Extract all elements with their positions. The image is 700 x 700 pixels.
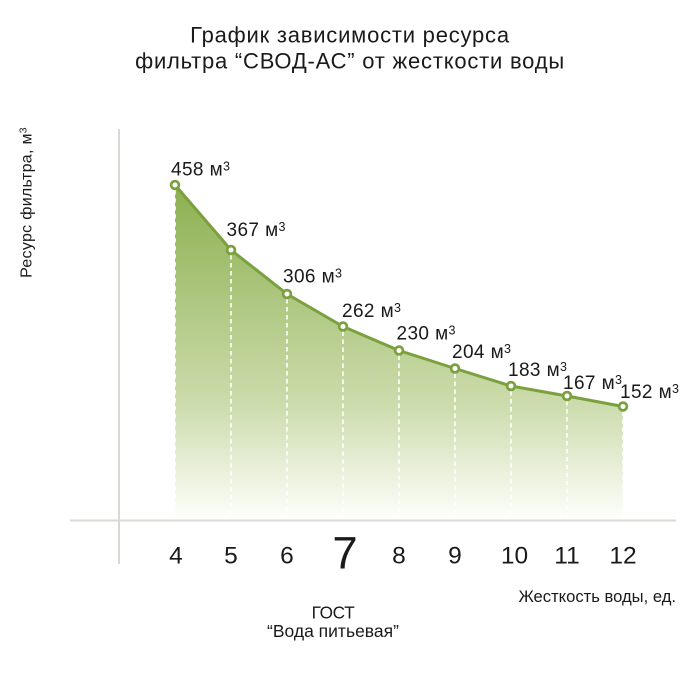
- svg-text:367 м3: 367 м3: [227, 220, 286, 241]
- svg-text:11: 11: [554, 543, 579, 570]
- svg-text:фильтра “СВОД-АС” от жесткости: фильтра “СВОД-АС” от жесткости воды: [135, 49, 565, 74]
- svg-text:230 м3: 230 м3: [397, 323, 456, 344]
- svg-text:“Вода питьевая”: “Вода питьевая”: [267, 621, 399, 641]
- svg-text:458 м3: 458 м3: [171, 159, 230, 180]
- svg-text:204 м3: 204 м3: [452, 342, 511, 363]
- svg-text:График зависимости ресурса: График зависимости ресурса: [190, 23, 510, 48]
- svg-text:167 м3: 167 м3: [563, 373, 622, 394]
- svg-text:8: 8: [392, 543, 406, 570]
- svg-text:262 м3: 262 м3: [342, 301, 401, 322]
- svg-text:7: 7: [332, 528, 357, 579]
- svg-text:9: 9: [448, 543, 462, 570]
- svg-text:10: 10: [501, 543, 528, 570]
- svg-text:ГОСТ: ГОСТ: [312, 603, 356, 623]
- svg-text:4: 4: [169, 543, 183, 570]
- svg-text:5: 5: [224, 543, 238, 570]
- svg-text:6: 6: [280, 543, 294, 570]
- svg-text:306 м3: 306 м3: [283, 267, 342, 288]
- svg-text:Жесткость воды, ед.: Жесткость воды, ед.: [518, 587, 676, 606]
- svg-text:Ресурс фильтра, м3: Ресурс фильтра, м3: [18, 127, 36, 278]
- svg-text:152 м3: 152 м3: [620, 382, 679, 403]
- svg-text:12: 12: [609, 543, 636, 570]
- svg-text:183 м3: 183 м3: [508, 360, 567, 381]
